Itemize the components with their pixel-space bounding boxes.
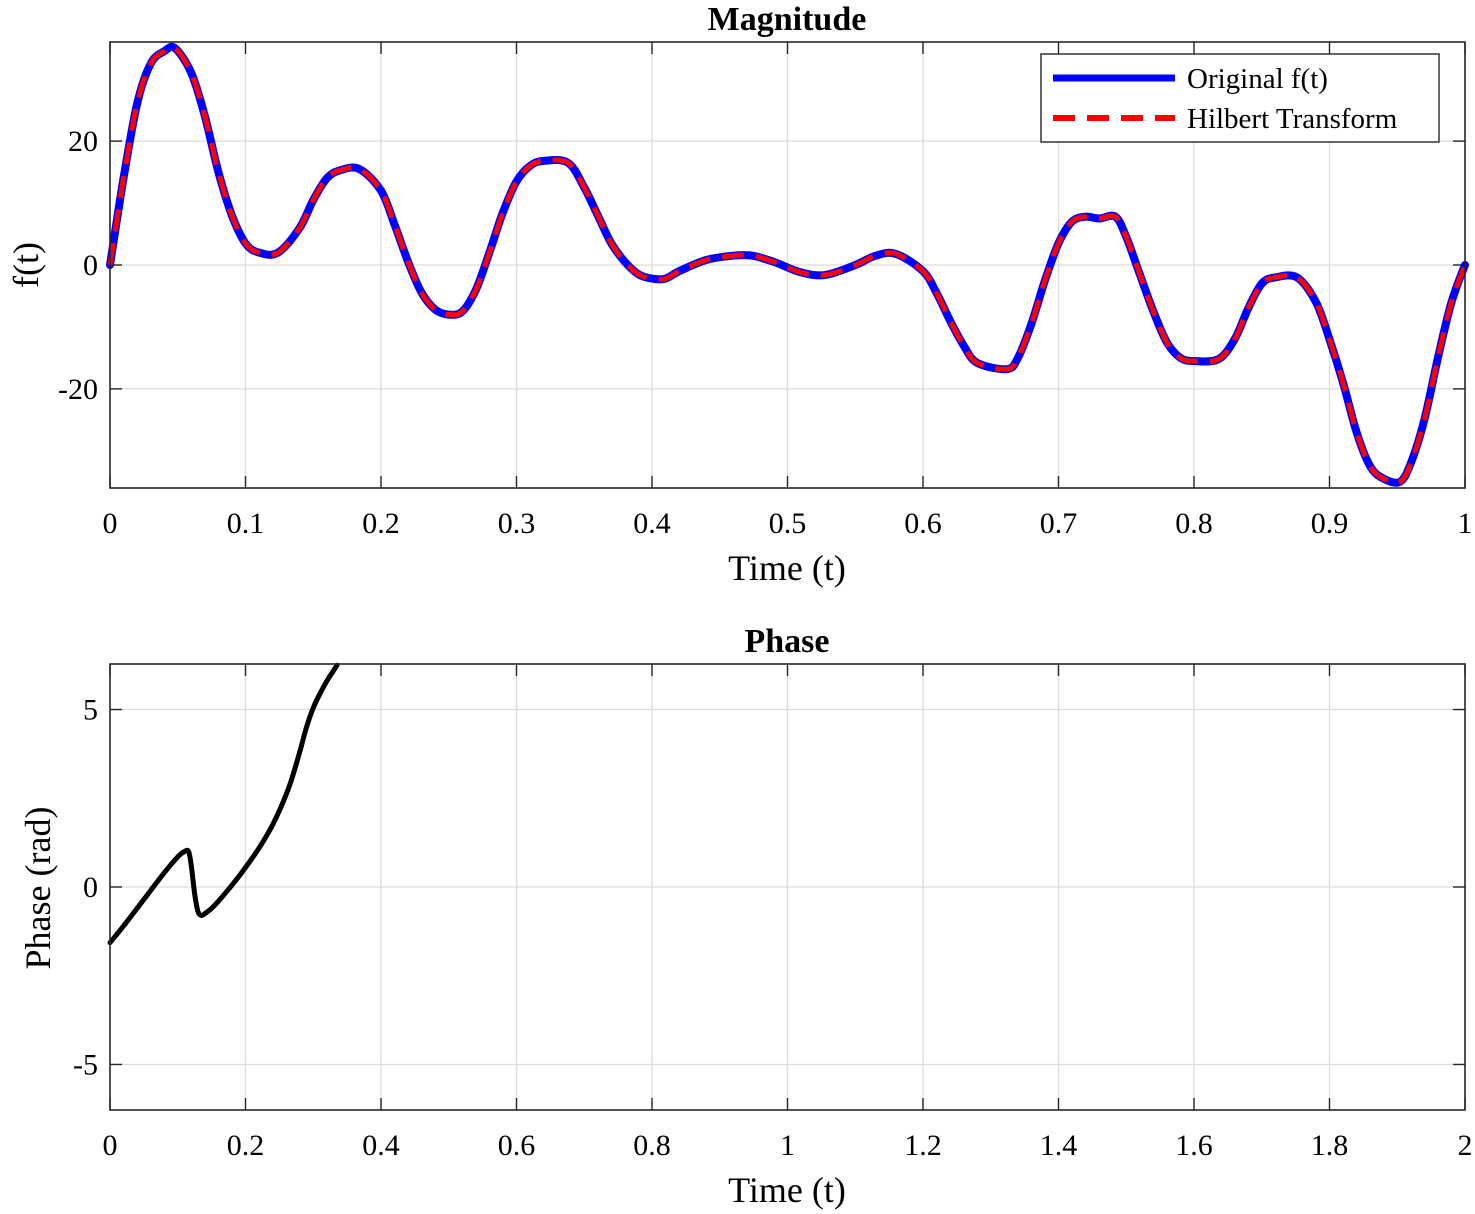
phase-title: Phase (745, 623, 830, 660)
xtick-label: 0.6 (498, 1129, 536, 1162)
xtick-label: 1 (780, 1129, 795, 1162)
xtick-label: 1.4 (1040, 1129, 1078, 1162)
magnitude-axes-box (109, 41, 1466, 489)
ytick-label: -5 (73, 1048, 98, 1081)
xtick-label: 0.9 (1311, 507, 1349, 540)
ytick-label: -20 (58, 373, 98, 406)
xtick-label: 0.4 (362, 1129, 400, 1162)
xtick-label: 0.5 (769, 507, 807, 540)
ytick-label: 0 (83, 871, 98, 904)
magnitude-ylabel: f(t) (6, 242, 46, 288)
xtick-label: 0.8 (1175, 507, 1213, 540)
magnitude-ytick-labels: -20 0 20 (58, 125, 98, 406)
phase-ytick-labels: -5 0 5 (73, 694, 98, 1082)
legend-box (1040, 53, 1440, 143)
ytick-label: 5 (83, 694, 98, 727)
xtick-label: 0.2 (362, 507, 400, 540)
ytick-label: 20 (68, 125, 98, 158)
magnitude-series-lines (106, 42, 1469, 487)
xtick-label: 0.6 (904, 507, 942, 540)
magnitude-title: Magnitude (708, 1, 867, 38)
phase-grid (110, 664, 1465, 1110)
xtick-label: 1 (1458, 507, 1473, 540)
xtick-label: 0 (103, 507, 118, 540)
xtick-label: 1.6 (1175, 1129, 1213, 1162)
magnitude-ticks (109, 42, 1466, 488)
magnitude-legend: Original f(t) Hilbert Transform (1040, 53, 1440, 143)
magnitude-axes: 0 0.1 0.2 0.3 0.4 0.5 0.6 0.7 0.8 0.9 1 -20 0 20 Mag… (6, 1, 1473, 588)
phase-series-lines (107, 662, 340, 946)
xtick-label: 0 (103, 1129, 118, 1162)
phase-ylabel: Phase (rad) (18, 807, 58, 970)
series-line-hilbert (107, 44, 1468, 486)
magnitude-xlabel: Time (t) (728, 548, 846, 588)
xtick-label: 0.3 (498, 507, 536, 540)
phase-xlabel: Time (t) (728, 1170, 846, 1210)
xtick-label: 0.7 (1040, 507, 1078, 540)
legend-label-original: Original f(t) (1187, 63, 1328, 95)
xtick-label: 0.4 (633, 507, 671, 540)
series-line-phase (107, 662, 340, 946)
phase-axes: 0 0.2 0.4 0.6 0.8 1 1.2 1.4 1.6 1.8 2 -5 0 5 Phase T… (18, 623, 1473, 1210)
xtick-label: 0.8 (633, 1129, 671, 1162)
xtick-label: 0.2 (227, 1129, 265, 1162)
xtick-label: 0.1 (227, 507, 265, 540)
magnitude-xtick-labels: 0 0.1 0.2 0.3 0.4 0.5 0.6 0.7 0.8 0.9 1 (103, 507, 1473, 540)
xtick-label: 2 (1458, 1129, 1473, 1162)
phase-xtick-labels: 0 0.2 0.4 0.6 0.8 1 1.2 1.4 1.6 1.8 2 (103, 1129, 1473, 1162)
phase-axes-box (109, 663, 1466, 1111)
xtick-label: 1.2 (904, 1129, 942, 1162)
ytick-label: 0 (83, 249, 98, 282)
xtick-label: 1.8 (1311, 1129, 1349, 1162)
legend-label-hilbert: Hilbert Transform (1187, 103, 1398, 135)
